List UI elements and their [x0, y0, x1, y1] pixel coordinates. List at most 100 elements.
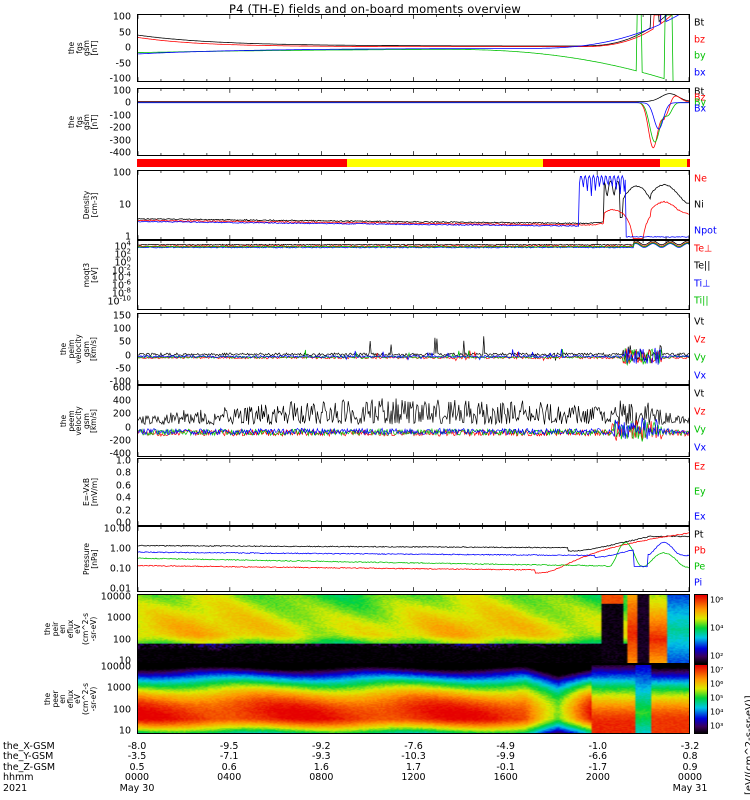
legend-peim-velocity-Vt: Vt	[694, 316, 705, 328]
status-segment	[659, 159, 688, 167]
colorbar-gradient	[695, 665, 707, 733]
y-tick-label: 100	[114, 255, 131, 269]
y-tick-label: 10	[118, 725, 131, 737]
plot-panel-pressure	[137, 526, 690, 592]
bottom-axis-value-hhmm: 1200	[401, 772, 426, 784]
plot-panel-e-field	[137, 458, 690, 526]
legend-fgs-gsm-nt-wide-By: By	[694, 97, 707, 109]
plot-panel-peer-en-eflux	[137, 664, 690, 734]
bottom-axis-value-z-gsm: 1.6	[313, 761, 329, 773]
plot-panel-density	[137, 170, 690, 240]
y-tick-label: 10-4	[111, 270, 131, 284]
legend-fgs-gsm-nt-wide-Bx: Bx	[694, 103, 707, 114]
status-segment	[347, 159, 544, 167]
y-tick-label: 50	[118, 336, 131, 348]
y-tick-label: 100	[112, 167, 131, 179]
y-tick-label: 1	[124, 231, 131, 243]
bottom-axis-value-x-gsm: -8.0	[127, 741, 147, 752]
bottom-axis-value-hhmm: 1600	[493, 772, 518, 784]
legend-density-Ni: Ni	[694, 199, 704, 211]
y-tick-label: -100	[109, 110, 131, 122]
y-tick-label: -50	[115, 58, 131, 69]
bottom-axis-value-z-gsm: 0.9	[682, 761, 698, 773]
plot-panel-peir-en-eflux	[137, 594, 690, 664]
bottom-axis-row-label: 2021	[3, 782, 28, 794]
axis-title-pressure: Pressure [nPa]	[82, 526, 99, 592]
bottom-axis-row-label: hhmm	[3, 772, 34, 784]
y-tick-label: 600	[112, 382, 131, 394]
legend-moqt3-Ti: Ti⊥	[694, 278, 711, 290]
y-tick-label: 100	[112, 323, 131, 335]
y-tick-label: -50	[115, 363, 131, 375]
legend-peim-velocity-Vz: Vz	[694, 334, 706, 346]
y-tick-label: 10-6	[111, 278, 131, 292]
y-tick-label: 10-10	[107, 294, 131, 308]
axis-title-peir-en-eflux: the peir en eflux eV (cm^2-s -sr-eV)	[43, 594, 98, 664]
y-tick-label: 50	[118, 27, 131, 38]
y-tick-label: 0.10	[109, 563, 131, 575]
legend-pressure-Pe: Pe	[694, 561, 706, 573]
y-tick-label: 150	[112, 310, 131, 322]
axis-title-peer-en-eflux: the peer en eflux eV (cm^2-s -sr-eV)	[43, 664, 98, 734]
y-tick-label: 1000	[106, 682, 131, 694]
bottom-axis-value-y-gsm: -9.9	[496, 751, 515, 763]
spectrogram-canvas	[138, 665, 689, 733]
y-tick-label: 104	[114, 239, 131, 253]
bottom-axis-value-x-gsm: -7.6	[404, 741, 423, 752]
bottom-axis-value-y-gsm: -6.6	[588, 751, 608, 763]
bottom-axis-value-x-gsm: -1.0	[588, 741, 608, 752]
bottom-axis-value-date: May 30	[119, 782, 155, 794]
y-tick-label: 102	[114, 247, 131, 261]
bottom-axis-value-z-gsm: 0.5	[129, 761, 145, 773]
y-tick-label: 1000	[106, 612, 131, 624]
legend-fgs-gsm-nt-by: by	[694, 50, 706, 62]
bottom-axis-value-y-gsm: -9.3	[312, 751, 331, 763]
colorbar-axis-title: [eV/(cm^2-s-sr-eV)]	[744, 695, 750, 795]
y-tick-label: 400	[112, 395, 131, 407]
y-tick-label: 0.2	[115, 505, 131, 517]
legend-fgs-gsm-nt-wide-Bz: Bz	[694, 92, 706, 103]
colorbar-tick-label: 10⁵	[710, 693, 724, 703]
y-tick-label: 100	[112, 11, 131, 23]
bottom-axis-row-label: the_X-GSM	[3, 741, 55, 752]
status-bar	[137, 159, 690, 167]
bottom-axis-value-hhmm: 2000	[585, 772, 610, 784]
legend-fgs-gsm-nt-wide-Bt: Bt	[694, 86, 705, 98]
y-tick-label: 0	[124, 350, 131, 362]
colorbar-tick-label: 10⁴	[710, 623, 724, 633]
bottom-axis-value-hhmm: 0400	[217, 772, 242, 784]
y-tick-label: 10	[118, 655, 131, 667]
bottom-axis-value-y-gsm: -10.3	[401, 751, 426, 763]
bottom-axis-value-y-gsm: 0.8	[682, 751, 698, 763]
y-tick-label: 1.00	[109, 543, 131, 555]
y-tick-label: -400	[109, 448, 131, 460]
bottom-axis-value-date: May 31	[672, 782, 708, 794]
y-tick-label: -200	[109, 122, 131, 134]
bottom-axis-value-z-gsm: 0.6	[221, 761, 237, 773]
legend-peim-velocity-Vy: Vy	[694, 352, 706, 364]
plot-panel-fgs-gsm-nt-wide	[137, 88, 690, 156]
y-tick-label: 10000	[100, 661, 131, 673]
status-segment	[543, 159, 660, 167]
bottom-axis-value-x-gsm: -9.2	[312, 741, 331, 752]
legend-peem-velocity-Vt: Vt	[694, 388, 705, 400]
y-tick-label: 10000	[100, 591, 131, 603]
y-tick-label: 10.00	[103, 523, 131, 535]
plot-panel-moqt3	[137, 240, 690, 310]
y-tick-label: 0	[124, 97, 131, 109]
y-tick-label: -200	[109, 435, 131, 447]
axis-title-line: [nPa]	[89, 549, 99, 569]
legend-peem-velocity-Vx: Vx	[694, 442, 707, 454]
bottom-axis-value-hhmm: 0000	[124, 772, 150, 784]
bottom-axis-value-z-gsm: -0.1	[496, 761, 515, 773]
colorbar-tick-label: 10⁶	[710, 595, 724, 605]
bottom-axis-value-y-gsm: -7.1	[219, 751, 239, 763]
bottom-axis-value-x-gsm: -4.9	[496, 741, 515, 752]
y-tick-label: 100	[112, 85, 131, 97]
legend-pressure-Pi: Pi	[694, 577, 703, 589]
legend-moqt3-Te: Te⊥	[694, 243, 713, 255]
bottom-axis-row-label: the_Y-GSM	[3, 751, 54, 763]
legend-pressure-Pb: Pb	[694, 545, 706, 557]
y-tick-label: 0.8	[115, 467, 131, 479]
spectrogram-canvas	[138, 595, 689, 663]
